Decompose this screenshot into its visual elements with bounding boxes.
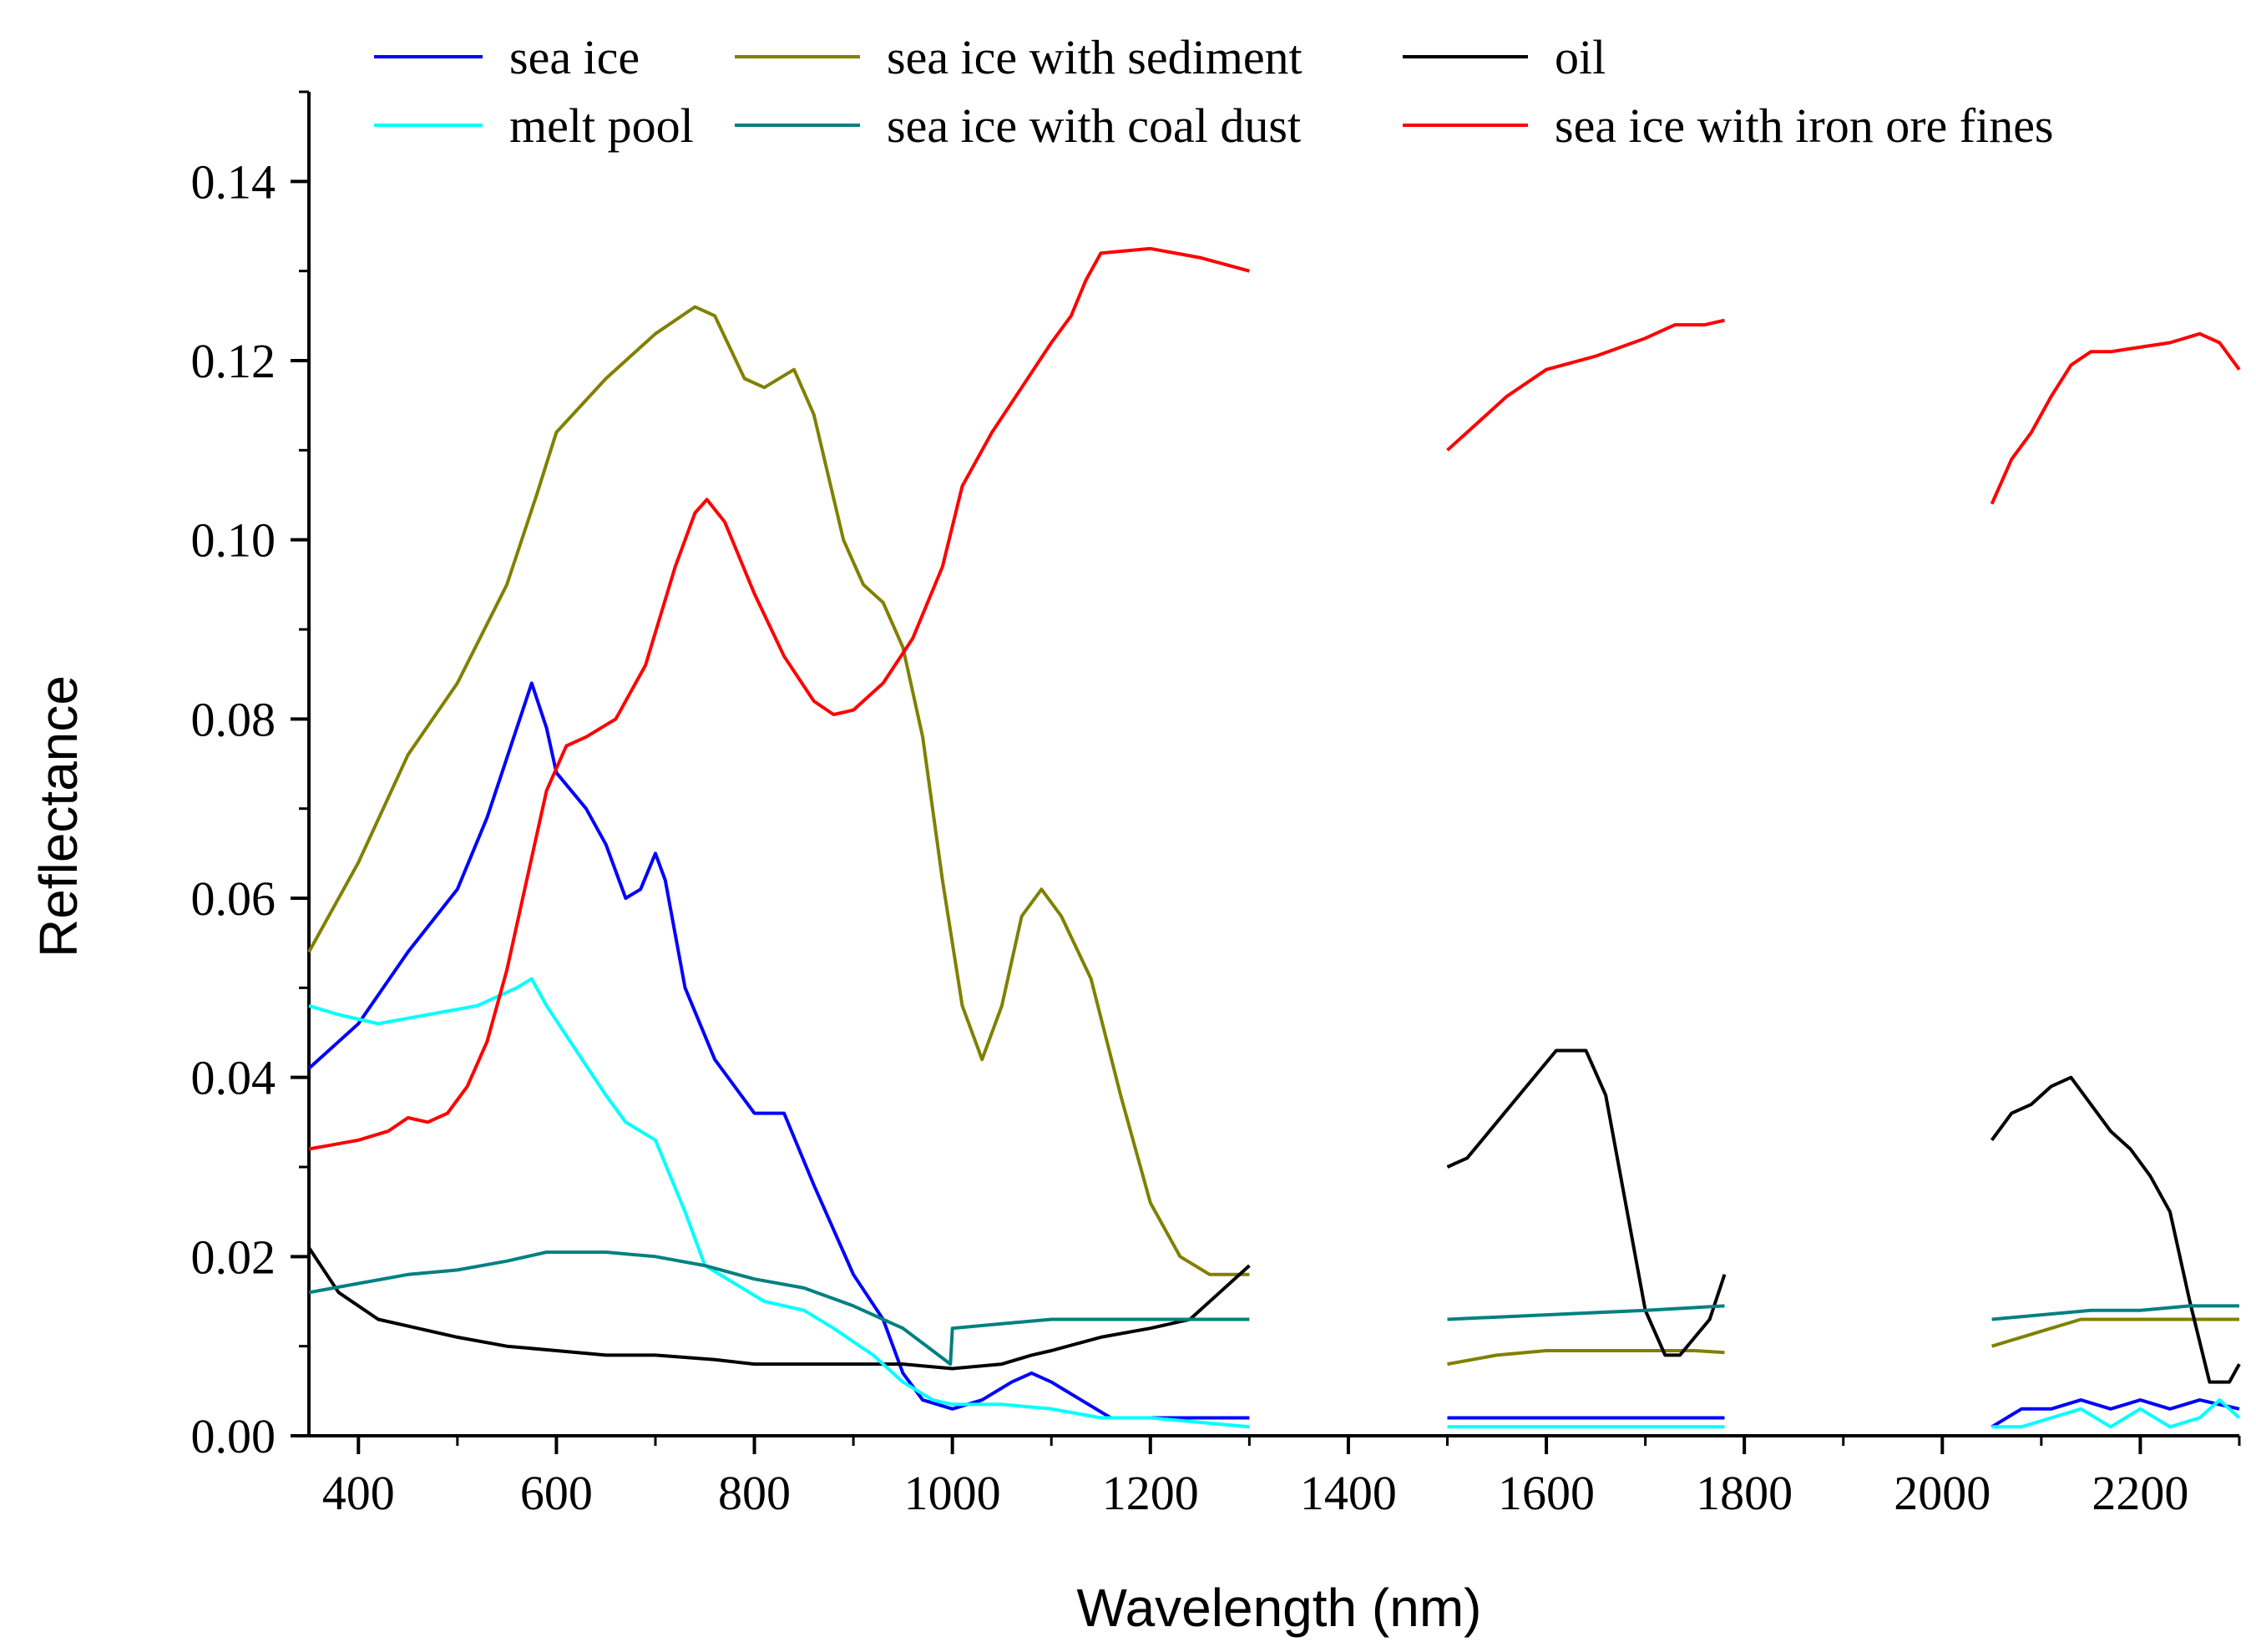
series-line-segment bbox=[1990, 1398, 2240, 1429]
series-line-segment bbox=[1991, 1304, 2239, 1321]
series-line-segment bbox=[1990, 331, 2241, 505]
series-melt-pool bbox=[308, 977, 2241, 1429]
y-tick-label: 0.14 bbox=[191, 154, 276, 209]
legend-item: sea ice with coal dust bbox=[735, 99, 1301, 153]
legend-label: melt pool bbox=[509, 99, 694, 153]
x-tick-label: 2200 bbox=[2092, 1466, 2188, 1520]
series-sea-ice bbox=[307, 681, 2240, 1429]
y-tick-label: 0.04 bbox=[191, 1051, 276, 1105]
series-sea-ice-with-iron-ore-fines bbox=[308, 246, 2241, 1151]
legend-item: sea ice with sediment bbox=[735, 30, 1303, 84]
series-line-segment bbox=[308, 1250, 1250, 1367]
series-sea-ice-with-sediment bbox=[307, 305, 2239, 1367]
series-line-segment bbox=[1991, 1317, 2239, 1348]
x-axis-title: Wavelength (nm) bbox=[1077, 1578, 1482, 1638]
y-tick-label: 0.10 bbox=[191, 513, 276, 568]
legend-item: melt pool bbox=[374, 99, 694, 153]
series-line-segment bbox=[1991, 1398, 2241, 1429]
series-line-segment bbox=[1447, 1349, 1725, 1367]
series-line-segment bbox=[307, 681, 1250, 1420]
series-line-segment bbox=[1447, 1304, 1725, 1321]
y-tick-label: 0.06 bbox=[191, 871, 276, 926]
y-tick-label: 0.02 bbox=[191, 1230, 276, 1284]
x-tick-label: 600 bbox=[520, 1466, 593, 1520]
legend-item: oil bbox=[1403, 30, 1606, 84]
legend-label: sea ice with iron ore fines bbox=[1555, 99, 2054, 153]
y-axis-title: Reflectance bbox=[28, 675, 89, 957]
legend-item: sea ice with iron ore fines bbox=[1403, 99, 2054, 153]
x-tick-label: 1200 bbox=[1102, 1466, 1199, 1520]
series-line-segment bbox=[1446, 1048, 1727, 1357]
series-sea-ice-with-coal-dust bbox=[308, 1250, 2239, 1367]
series-line-segment bbox=[308, 246, 1250, 1151]
series-line-segment bbox=[1446, 318, 1725, 452]
x-tick-label: 800 bbox=[718, 1466, 791, 1520]
x-tick-label: 1800 bbox=[1696, 1466, 1793, 1520]
y-tick-label: 0.00 bbox=[191, 1409, 276, 1463]
series-line-segment bbox=[1990, 1075, 2241, 1384]
series-oil bbox=[307, 1048, 2241, 1384]
series-line-segment bbox=[307, 1246, 1251, 1371]
legend-label: sea ice with sediment bbox=[887, 30, 1303, 84]
x-tick-label: 2000 bbox=[1894, 1466, 1990, 1520]
axes: 400 600 800 1000 1200 1400 1600 1800 2000 2200 0.0… bbox=[191, 90, 2241, 1520]
y-tick-label: 0.12 bbox=[191, 334, 276, 388]
legend-item: sea ice bbox=[374, 30, 640, 84]
series-line-segment bbox=[307, 305, 1250, 1276]
x-tick-label: 400 bbox=[322, 1466, 395, 1520]
x-tick-label: 1000 bbox=[904, 1466, 1001, 1520]
legend-label: sea ice bbox=[509, 30, 640, 84]
legend: sea ice sea ice with sediment oil melt pool… bbox=[374, 30, 2054, 153]
x-tick-label: 1600 bbox=[1498, 1466, 1595, 1520]
series-layer bbox=[307, 246, 2241, 1429]
legend-label: sea ice with coal dust bbox=[887, 99, 1301, 153]
y-tick-label: 0.08 bbox=[191, 692, 276, 746]
x-tick-label: 1400 bbox=[1300, 1466, 1397, 1520]
legend-label: oil bbox=[1555, 30, 1606, 84]
